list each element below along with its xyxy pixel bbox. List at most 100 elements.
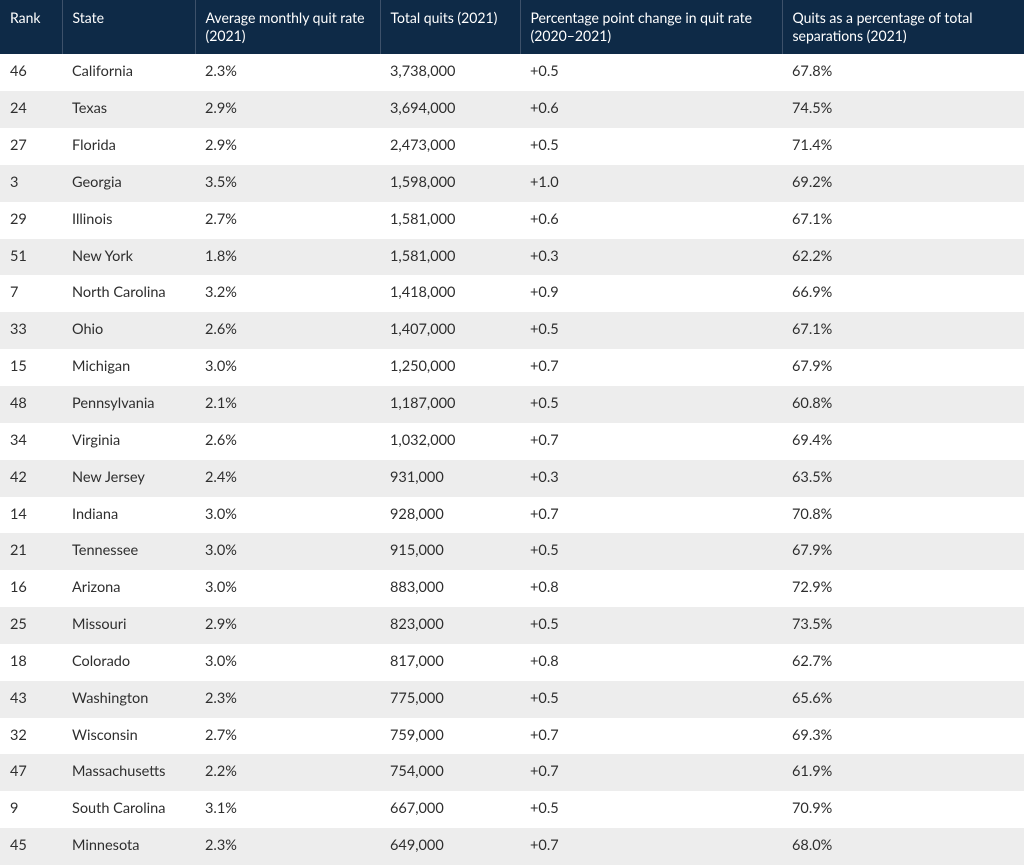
table-row: 33Ohio2.6%1,407,000+0.567.1% (0, 312, 1024, 349)
cell-change: +0.5 (520, 54, 782, 91)
table-row: 9South Carolina3.1%667,000+0.570.9% (0, 791, 1024, 828)
col-header-rate[interactable]: Average monthly quit rate (2021) (195, 0, 380, 54)
cell-state: Florida (62, 128, 195, 165)
cell-pct: 71.4% (782, 128, 1024, 165)
cell-state: Texas (62, 91, 195, 128)
cell-state: California (62, 54, 195, 91)
table-row: 51New York1.8%1,581,000+0.362.2% (0, 239, 1024, 276)
table-row: 15Michigan3.0%1,250,000+0.767.9% (0, 349, 1024, 386)
col-header-change[interactable]: Percentage point change in quit rate (20… (520, 0, 782, 54)
cell-change: +0.8 (520, 570, 782, 607)
cell-total: 754,000 (380, 754, 520, 791)
cell-state: South Carolina (62, 791, 195, 828)
cell-rank: 32 (0, 718, 62, 755)
cell-change: +0.5 (520, 791, 782, 828)
table-row: 14Indiana3.0%928,000+0.770.8% (0, 497, 1024, 534)
cell-change: +0.9 (520, 275, 782, 312)
table-row: 24Texas2.9%3,694,000+0.674.5% (0, 91, 1024, 128)
cell-total: 649,000 (380, 828, 520, 865)
cell-total: 1,407,000 (380, 312, 520, 349)
cell-rank: 3 (0, 165, 62, 202)
cell-pct: 68.0% (782, 828, 1024, 865)
cell-rate: 2.9% (195, 128, 380, 165)
cell-total: 1,187,000 (380, 386, 520, 423)
cell-rate: 2.3% (195, 828, 380, 865)
cell-rate: 3.0% (195, 533, 380, 570)
col-header-pct[interactable]: Quits as a percentage of total separatio… (782, 0, 1024, 54)
cell-rate: 2.9% (195, 91, 380, 128)
table-row: 7North Carolina3.2%1,418,000+0.966.9% (0, 275, 1024, 312)
cell-state: Michigan (62, 349, 195, 386)
cell-rate: 3.1% (195, 791, 380, 828)
cell-state: Illinois (62, 202, 195, 239)
table-row: 46California2.3%3,738,000+0.567.8% (0, 54, 1024, 91)
cell-pct: 67.9% (782, 533, 1024, 570)
cell-change: +0.3 (520, 239, 782, 276)
cell-total: 823,000 (380, 607, 520, 644)
cell-rate: 2.7% (195, 718, 380, 755)
cell-state: Wisconsin (62, 718, 195, 755)
cell-total: 1,581,000 (380, 239, 520, 276)
table-row: 18Colorado3.0%817,000+0.862.7% (0, 644, 1024, 681)
cell-state: Colorado (62, 644, 195, 681)
cell-change: +0.5 (520, 533, 782, 570)
cell-total: 667,000 (380, 791, 520, 828)
cell-pct: 62.2% (782, 239, 1024, 276)
cell-total: 931,000 (380, 460, 520, 497)
cell-rate: 3.0% (195, 570, 380, 607)
cell-rank: 14 (0, 497, 62, 534)
cell-rank: 46 (0, 54, 62, 91)
cell-rank: 21 (0, 533, 62, 570)
cell-total: 883,000 (380, 570, 520, 607)
cell-rate: 2.6% (195, 312, 380, 349)
cell-change: +0.5 (520, 128, 782, 165)
cell-rate: 3.0% (195, 349, 380, 386)
cell-rank: 16 (0, 570, 62, 607)
table-row: 42New Jersey2.4%931,000+0.363.5% (0, 460, 1024, 497)
col-header-state[interactable]: State (62, 0, 195, 54)
col-header-rank[interactable]: Rank (0, 0, 62, 54)
cell-rank: 47 (0, 754, 62, 791)
cell-state: Tennessee (62, 533, 195, 570)
table-row: 48Pennsylvania2.1%1,187,000+0.560.8% (0, 386, 1024, 423)
cell-change: +0.7 (520, 349, 782, 386)
cell-pct: 70.9% (782, 791, 1024, 828)
cell-rate: 1.8% (195, 239, 380, 276)
cell-rate: 3.5% (195, 165, 380, 202)
cell-rate: 2.3% (195, 54, 380, 91)
col-header-total[interactable]: Total quits (2021) (380, 0, 520, 54)
cell-pct: 63.5% (782, 460, 1024, 497)
cell-pct: 61.9% (782, 754, 1024, 791)
cell-state: New Jersey (62, 460, 195, 497)
cell-pct: 70.8% (782, 497, 1024, 534)
cell-change: +0.5 (520, 312, 782, 349)
table-row: 16Arizona3.0%883,000+0.872.9% (0, 570, 1024, 607)
cell-pct: 66.9% (782, 275, 1024, 312)
cell-total: 1,032,000 (380, 423, 520, 460)
cell-rate: 2.2% (195, 754, 380, 791)
cell-rank: 33 (0, 312, 62, 349)
cell-pct: 74.5% (782, 91, 1024, 128)
cell-change: +0.6 (520, 91, 782, 128)
cell-change: +0.7 (520, 423, 782, 460)
cell-change: +0.5 (520, 607, 782, 644)
cell-rank: 43 (0, 681, 62, 718)
cell-pct: 65.6% (782, 681, 1024, 718)
cell-total: 1,418,000 (380, 275, 520, 312)
cell-pct: 72.9% (782, 570, 1024, 607)
table-row: 25Missouri2.9%823,000+0.573.5% (0, 607, 1024, 644)
cell-state: Virginia (62, 423, 195, 460)
cell-state: North Carolina (62, 275, 195, 312)
cell-total: 817,000 (380, 644, 520, 681)
cell-pct: 67.8% (782, 54, 1024, 91)
cell-total: 775,000 (380, 681, 520, 718)
cell-pct: 69.4% (782, 423, 1024, 460)
cell-state: Arizona (62, 570, 195, 607)
table-row: 29Illinois2.7%1,581,000+0.667.1% (0, 202, 1024, 239)
cell-rank: 29 (0, 202, 62, 239)
cell-rate: 3.2% (195, 275, 380, 312)
cell-rank: 18 (0, 644, 62, 681)
cell-rank: 27 (0, 128, 62, 165)
cell-rank: 48 (0, 386, 62, 423)
cell-total: 759,000 (380, 718, 520, 755)
